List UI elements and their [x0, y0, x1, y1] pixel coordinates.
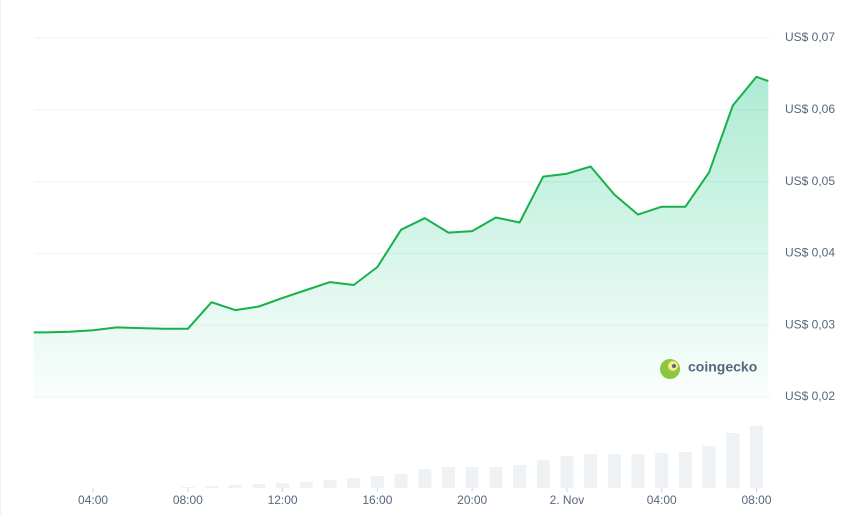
- logo-pupil: [672, 364, 676, 368]
- x-tick-label: 04:00: [78, 493, 108, 507]
- volume-bar: [299, 482, 313, 488]
- x-tick-label: 08:00: [173, 493, 203, 507]
- volume-bar: [418, 469, 432, 488]
- volume-bar: [655, 453, 669, 488]
- volume-bar: [347, 478, 361, 488]
- volume-bar: [607, 454, 621, 488]
- x-tick-label: 08:00: [741, 493, 771, 507]
- volume-bar: [181, 487, 195, 488]
- volume-bar: [252, 484, 266, 488]
- volume-bar: [513, 465, 527, 488]
- volume-bar: [702, 446, 716, 488]
- volume-bar: [489, 467, 503, 488]
- y-tick-label: US$ 0,05: [785, 174, 835, 188]
- y-tick-label: US$ 0,02: [785, 389, 835, 403]
- x-tick-label: 20:00: [457, 493, 487, 507]
- price-line: [33, 75, 769, 334]
- volume-bar: [441, 467, 455, 488]
- volume-bar: [228, 485, 242, 488]
- y-tick-label: US$ 0,04: [785, 246, 835, 260]
- volume-bar: [726, 433, 740, 488]
- volume-bar: [276, 483, 290, 488]
- x-tick-label: 16:00: [362, 493, 392, 507]
- volume-bar: [394, 474, 408, 488]
- y-tick-label: US$ 0,06: [785, 102, 835, 116]
- volume-bar: [749, 426, 763, 488]
- watermark: coingecko: [660, 359, 757, 379]
- y-tick-label: US$ 0,07: [785, 30, 835, 44]
- volume-bar: [323, 480, 337, 488]
- x-tick-label: 2. Nov: [550, 493, 585, 507]
- volume-bar: [465, 467, 479, 488]
- volume-bar: [560, 456, 574, 488]
- volume-bar: [370, 476, 384, 488]
- x-tick-label: 12:00: [268, 493, 298, 507]
- volume-bar: [536, 460, 550, 488]
- volume-bar: [678, 452, 692, 488]
- y-tick-label: US$ 0,03: [785, 317, 835, 331]
- x-tick-label: 04:00: [647, 493, 677, 507]
- volume-bar: [205, 486, 219, 488]
- volume-bar: [631, 454, 645, 488]
- area-fill: [33, 76, 769, 398]
- watermark-text: coingecko: [688, 359, 757, 375]
- volume-bar: [584, 454, 598, 488]
